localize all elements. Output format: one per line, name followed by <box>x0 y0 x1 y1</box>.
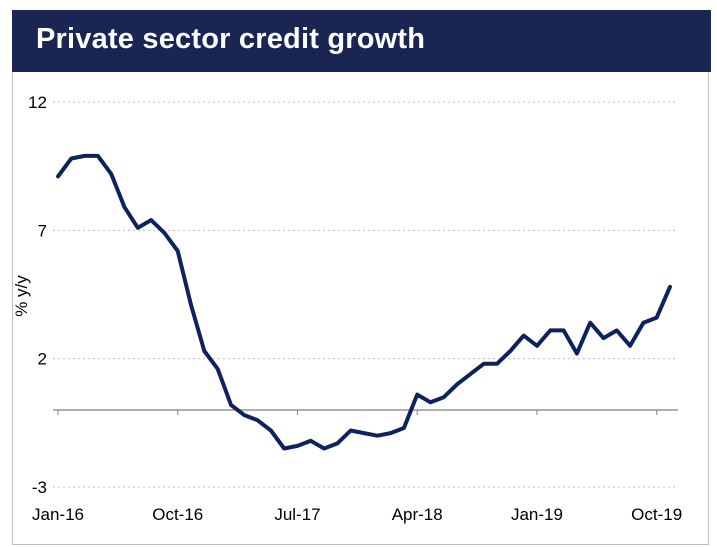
chart-frame <box>12 72 709 545</box>
y-tick-label: 7 <box>38 221 47 240</box>
chart-title: Private sector credit growth <box>36 23 426 55</box>
gridlines <box>53 101 678 488</box>
y-tick-label: 2 <box>38 350 47 369</box>
x-tick-label: Jul-17 <box>274 505 320 524</box>
y-axis-label: % y/y <box>12 275 31 317</box>
x-tick-label: Apr-18 <box>392 505 443 524</box>
x-axis <box>53 409 678 415</box>
title-banner: Private sector credit growth <box>12 10 711 72</box>
y-axis-tick-labels: 12 7 2 -3 <box>28 93 47 497</box>
y-tick-label: 12 <box>28 93 47 112</box>
x-axis-tick-labels: Jan-16 Oct-16 Jul-17 Apr-18 Jan-19 Oct-19 <box>32 505 682 524</box>
y-tick-label: -3 <box>32 478 47 497</box>
series-line <box>56 153 672 451</box>
x-tick-label: Oct-19 <box>631 505 682 524</box>
x-tick-label: Jan-16 <box>32 505 84 524</box>
x-tick-label: Oct-16 <box>152 505 203 524</box>
x-tick-label: Jan-19 <box>511 505 563 524</box>
